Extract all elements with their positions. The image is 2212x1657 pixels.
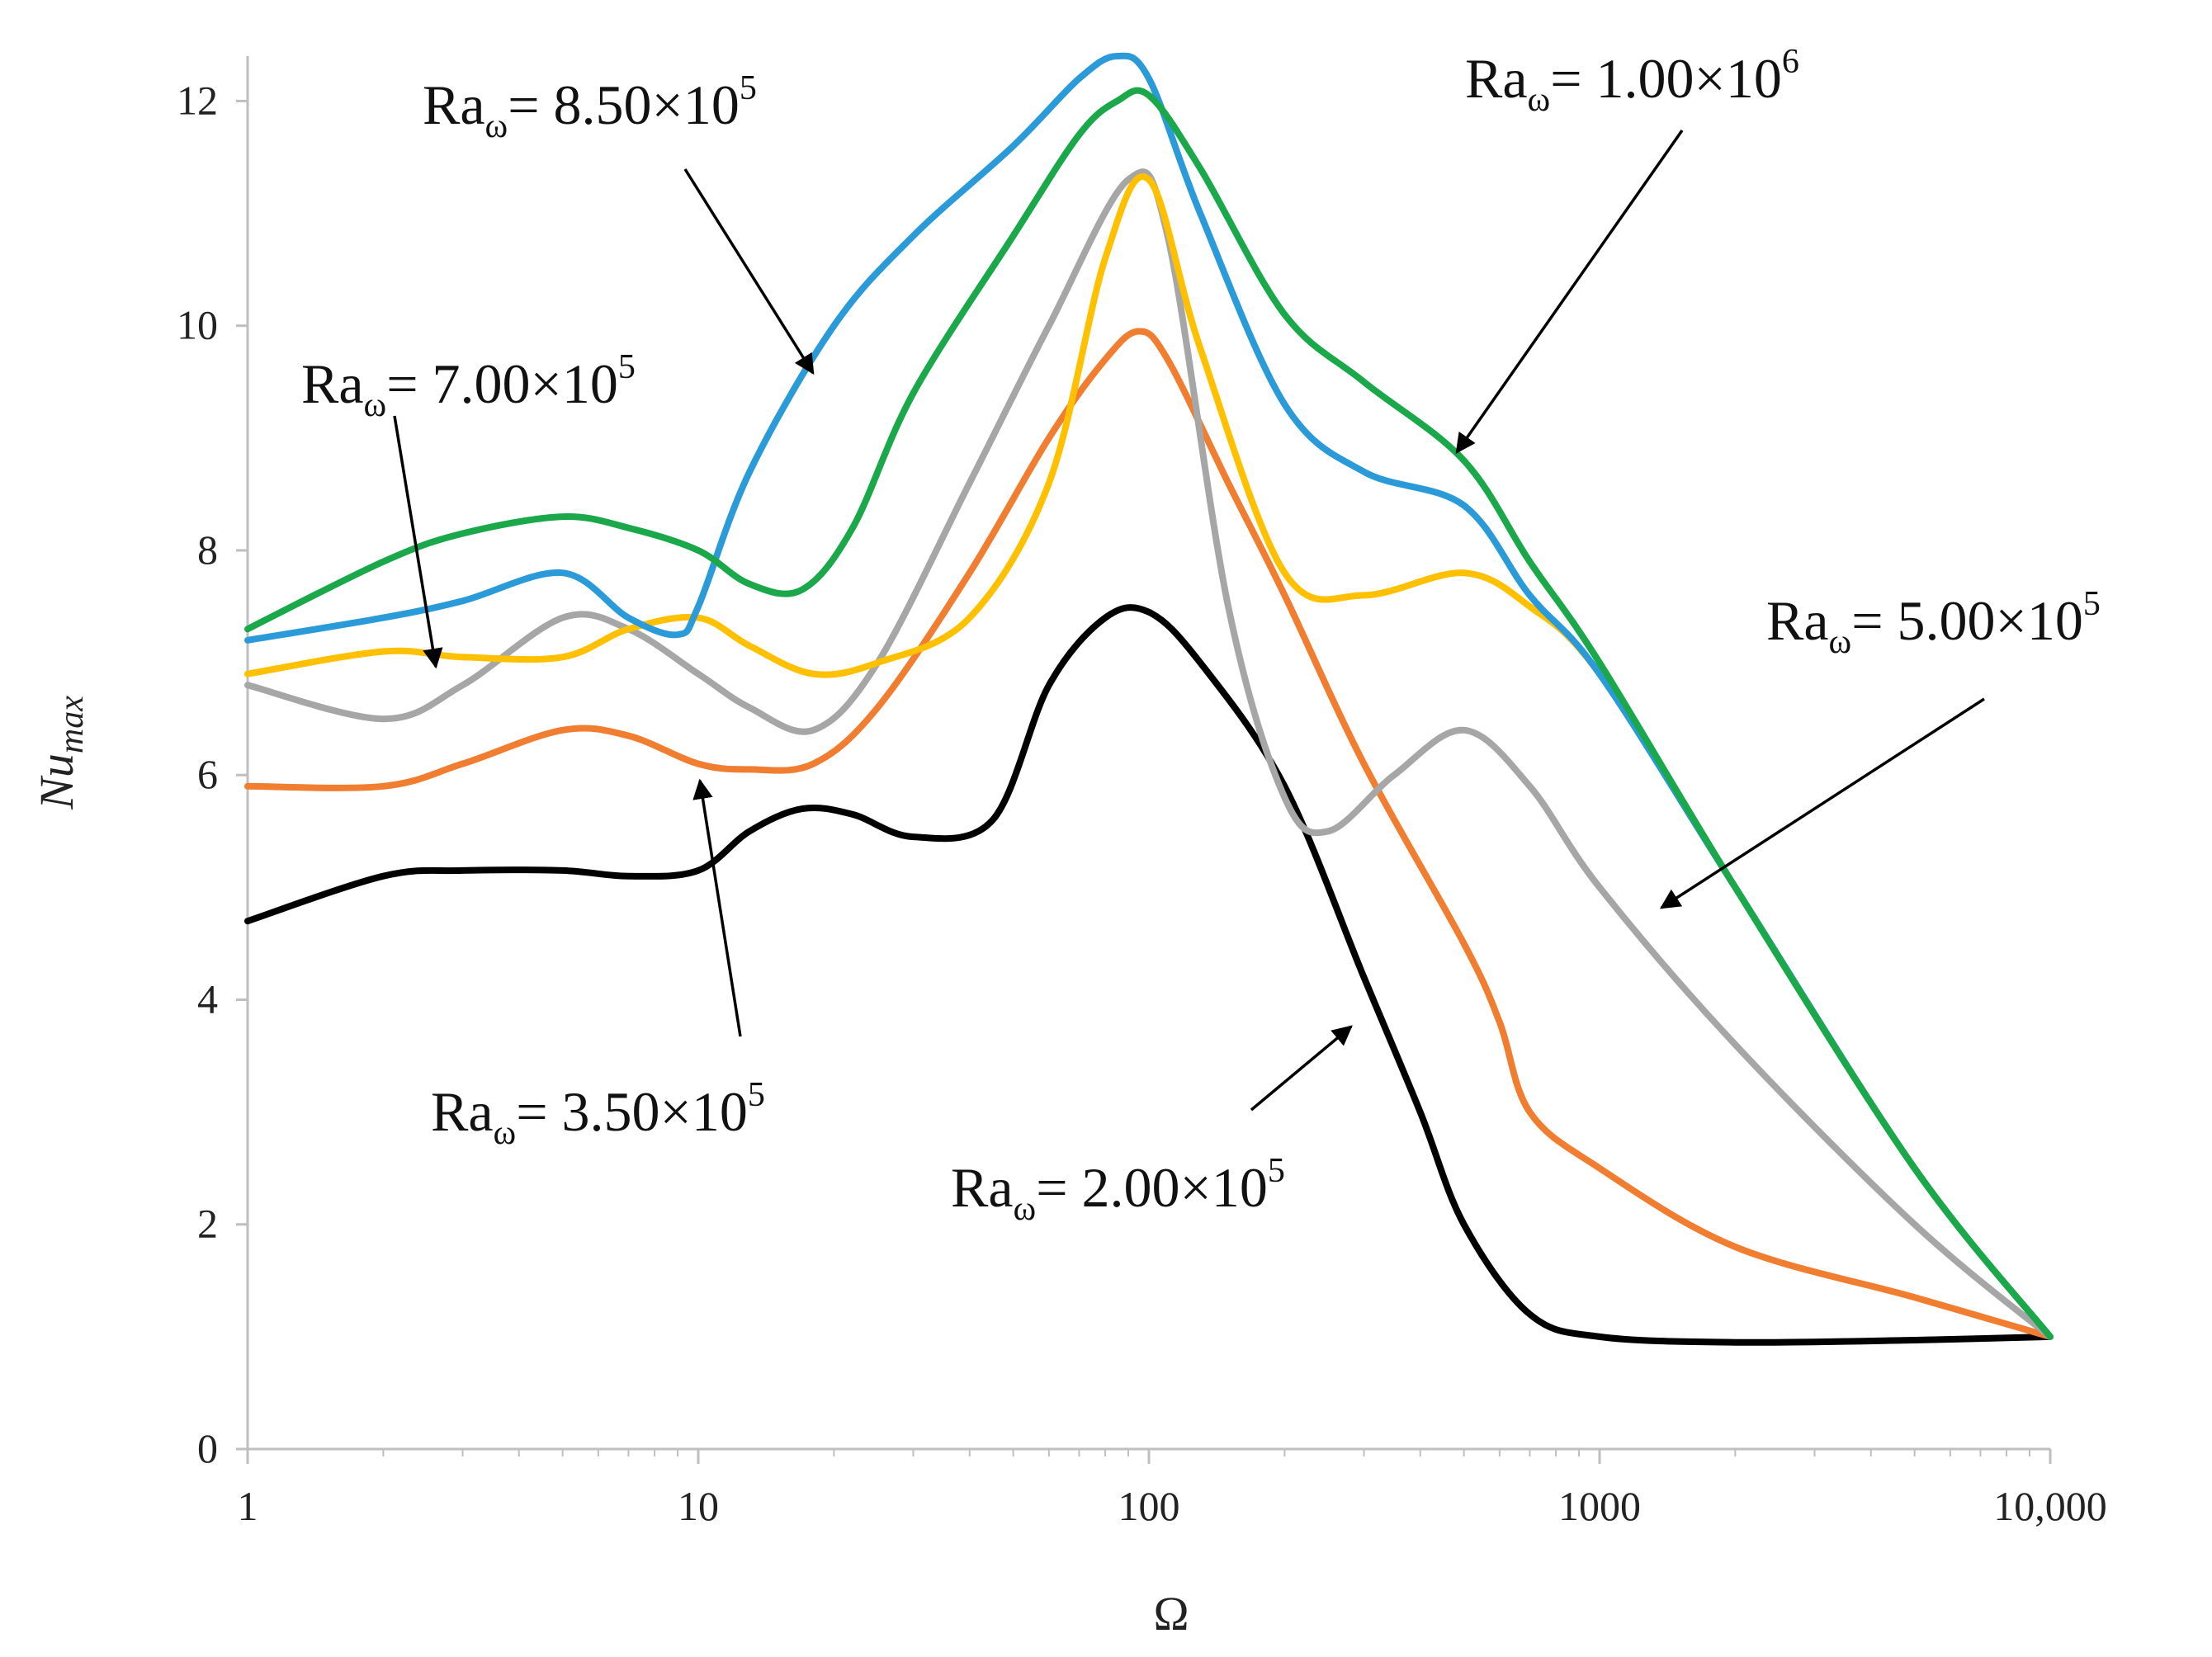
y-ticks: 0 2 4 6 8 10 12: [177, 77, 248, 1471]
x-axis-title: Ω: [1153, 1587, 1189, 1640]
y-tick-label: 6: [197, 751, 218, 797]
y-tick-label: 8: [197, 526, 218, 573]
y-axis-title: Numax: [30, 696, 91, 810]
label-ra-350e5-base: Ra: [431, 1080, 494, 1143]
arrow-ra-700e5: [393, 415, 443, 669]
label-ra-200e5-mid: = 2.00×10: [1036, 1156, 1268, 1219]
label-ra-200e5-sup: 5: [1268, 1152, 1285, 1190]
label-ra-700e5-sup: 5: [618, 348, 636, 386]
label-ra-100e6-mid: = 1.00×10: [1550, 47, 1782, 110]
label-ra-350e5-sup: 5: [748, 1076, 765, 1114]
label-ra-100e6-sub: ω: [1528, 81, 1551, 119]
label-ra-350e5-mid: = 3.50×10: [516, 1080, 748, 1143]
y-tick-label: 0: [197, 1425, 218, 1471]
series-group: [244, 52, 2054, 1346]
arrow-ra-850e5: [683, 168, 815, 375]
label-ra-850e5-sup: 5: [740, 69, 757, 107]
label-ra-850e5-base: Ra: [423, 73, 485, 136]
x-ticks: 1 10 100 1000 10,000: [238, 1449, 2107, 1529]
label-ra-200e5: Raω= 2.00×105: [951, 1152, 1285, 1228]
label-ra-700e5-mid: = 7.00×10: [386, 352, 618, 415]
annotation-labels: Raω= 8.50×105 Raω= 1.00×106 Raω= 7.00×10…: [301, 43, 2101, 1228]
x-tick-label: 1000: [1558, 1483, 1641, 1529]
series-line-ra-8-50-10-5: [244, 52, 2054, 1340]
y-axis-title-main: Nu: [30, 753, 83, 810]
label-ra-500e5-base: Ra: [1766, 589, 1829, 652]
label-ra-700e5-sub: ω: [364, 386, 387, 424]
label-ra-350e5-sub: ω: [494, 1114, 517, 1152]
y-tick-label: 4: [197, 975, 218, 1022]
label-ra-700e5-base: Ra: [301, 352, 364, 415]
arrow-ra-100e6: [1455, 129, 1684, 455]
series-line-ra-2-00-10-5: [244, 604, 2054, 1346]
label-ra-200e5-sub: ω: [1014, 1190, 1037, 1228]
label-ra-850e5-mid: = 8.50×10: [508, 73, 740, 136]
x-tick-label: 1: [238, 1483, 258, 1529]
series-line-ra-1-00-10-6: [244, 87, 2054, 1340]
label-ra-100e6-sup: 6: [1782, 43, 1799, 81]
x-tick-label: 10,000: [1993, 1483, 2107, 1529]
y-tick-label: 12: [177, 77, 218, 123]
label-ra-200e5-base: Ra: [951, 1156, 1014, 1219]
label-ra-500e5: Raω= 5.00×105: [1766, 585, 2101, 661]
label-ra-850e5-sub: ω: [485, 107, 508, 145]
label-ra-500e5-mid: = 5.00×10: [1851, 589, 2083, 652]
arrow-ra-500e5: [1659, 697, 1985, 909]
label-ra-350e5: Raω= 3.50×105: [431, 1076, 765, 1152]
label-ra-500e5-sup: 5: [2083, 585, 2101, 623]
y-axis-title-sub: max: [53, 696, 91, 753]
label-ra-850e5: Raω= 8.50×105: [423, 69, 757, 145]
annotation-arrows: [393, 129, 1985, 1112]
y-tick-label: 2: [197, 1201, 218, 1247]
x-tick-label: 10: [678, 1483, 719, 1529]
x-tick-label: 100: [1118, 1483, 1180, 1529]
label-ra-100e6-base: Ra: [1465, 47, 1528, 110]
axes: [246, 56, 2050, 1451]
arrow-ra-200e5: [1250, 1025, 1353, 1112]
series-line-ra-3-50-10-5: [244, 328, 2054, 1340]
label-ra-500e5-sub: ω: [1829, 623, 1852, 661]
label-ra-100e6: Raω= 1.00×106: [1465, 43, 1799, 119]
arrow-ra-350e5: [692, 778, 742, 1037]
y-tick-label: 10: [177, 302, 218, 348]
label-ra-700e5: Raω= 7.00×105: [301, 348, 636, 424]
x-minor-ticks: [382, 1449, 2031, 1456]
